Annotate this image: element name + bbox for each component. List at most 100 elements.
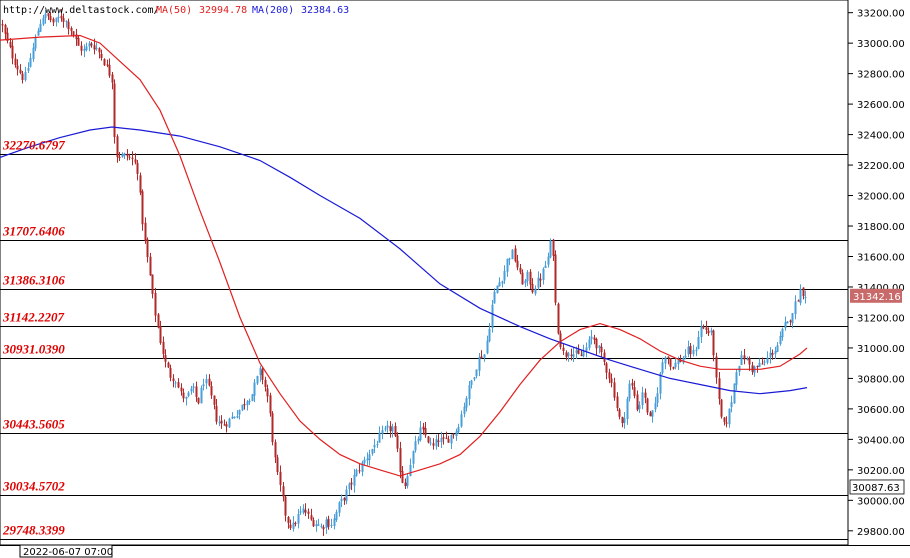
candle-body xyxy=(271,413,274,443)
y-tick-label: 30400.00 xyxy=(857,435,905,446)
candle-body xyxy=(200,387,203,404)
level-label: 31386.3106 xyxy=(2,273,65,288)
candle-body xyxy=(519,267,522,273)
ma50-line xyxy=(0,34,808,477)
candle-body xyxy=(730,402,733,408)
candle-body xyxy=(445,437,448,440)
candle-body xyxy=(743,355,746,360)
candle-body xyxy=(371,448,374,454)
low-price-label: 30087.63 xyxy=(852,483,900,494)
candle-body xyxy=(677,360,680,365)
candle-body xyxy=(246,401,249,406)
candle-body xyxy=(804,297,807,299)
candle-body xyxy=(287,517,290,524)
candle-body xyxy=(381,430,384,434)
candle-body xyxy=(661,362,664,373)
candle-body xyxy=(317,524,320,526)
candle-body xyxy=(14,58,17,66)
current-price-label: 31342.16 xyxy=(853,292,901,303)
candle-body xyxy=(751,365,754,372)
level-label: 32270.6797 xyxy=(2,138,65,153)
candle-body xyxy=(348,483,351,490)
candle-body xyxy=(368,454,371,460)
candle-body xyxy=(325,519,328,529)
candle-body xyxy=(478,356,481,371)
candle-body xyxy=(794,301,797,315)
candle-body xyxy=(432,443,435,446)
candle-body xyxy=(164,354,167,362)
candle-body xyxy=(146,239,149,258)
candle-body xyxy=(128,156,131,158)
candle-body xyxy=(123,153,126,156)
candle-body xyxy=(162,341,165,355)
candle-body xyxy=(791,313,794,324)
candle-body xyxy=(526,272,529,281)
candle-body xyxy=(274,442,277,458)
candle-body xyxy=(113,83,116,137)
candle-body xyxy=(172,378,175,382)
candle-body xyxy=(353,474,356,486)
y-tick-label: 32200.00 xyxy=(857,161,905,172)
candle-body xyxy=(455,431,458,436)
candle-body xyxy=(19,69,22,74)
candle-body xyxy=(401,471,404,483)
candle-body xyxy=(151,274,154,294)
level-label: 30931.0390 xyxy=(2,342,65,357)
candle-body xyxy=(62,18,65,22)
candle-body xyxy=(623,418,626,423)
source-url[interactable]: http://www.deltastock.com/ xyxy=(3,5,160,16)
candle-body xyxy=(725,422,728,424)
candle-body xyxy=(106,64,109,66)
candle-body xyxy=(621,416,624,424)
candle-body xyxy=(700,326,703,338)
candle-body xyxy=(187,392,190,396)
candle-body xyxy=(707,330,710,334)
candle-body xyxy=(633,387,636,396)
candle-body xyxy=(496,285,499,293)
candle-body xyxy=(748,358,751,365)
candle-body xyxy=(243,404,246,406)
candle-body xyxy=(116,136,119,158)
candle-body xyxy=(55,17,58,23)
candle-body xyxy=(516,260,519,268)
candle-body xyxy=(236,415,239,418)
candle-body xyxy=(180,387,183,392)
y-tick-label: 31000.00 xyxy=(857,344,905,355)
level-label: 29748.3399 xyxy=(2,523,65,538)
candle-body xyxy=(310,515,313,520)
candle-body xyxy=(667,356,670,358)
candle-body xyxy=(450,435,453,444)
candle-body xyxy=(529,271,532,285)
candle-body xyxy=(338,502,341,513)
candle-body xyxy=(220,420,223,424)
candle-body xyxy=(710,330,713,333)
candle-body xyxy=(669,358,672,367)
candle-body xyxy=(766,357,769,363)
candle-body xyxy=(769,352,772,358)
ma200-value: 32384.63 xyxy=(301,5,349,16)
candle-body xyxy=(67,21,70,30)
candle-body xyxy=(394,425,397,436)
candle-body xyxy=(570,354,573,356)
candle-body xyxy=(684,355,687,358)
candle-body xyxy=(139,175,142,193)
candle-body xyxy=(350,482,353,485)
candle-body xyxy=(547,256,550,265)
current-price-marker: 31342.16 xyxy=(850,288,902,303)
candle-body xyxy=(134,159,137,163)
candle-body xyxy=(77,37,80,46)
y-tick-label: 32600.00 xyxy=(857,100,905,111)
candle-body xyxy=(327,518,330,527)
candle-body xyxy=(330,525,333,527)
time-cursor-box: 2022-06-07 07:00 xyxy=(19,544,113,558)
candle-body xyxy=(269,395,272,414)
candle-body xyxy=(126,153,129,157)
candle-body xyxy=(264,379,267,388)
candle-body xyxy=(292,522,295,529)
candle-body xyxy=(210,385,213,396)
ma50-label: MA(50) xyxy=(156,5,192,16)
candle-body xyxy=(386,425,389,428)
candle-body xyxy=(65,20,68,22)
